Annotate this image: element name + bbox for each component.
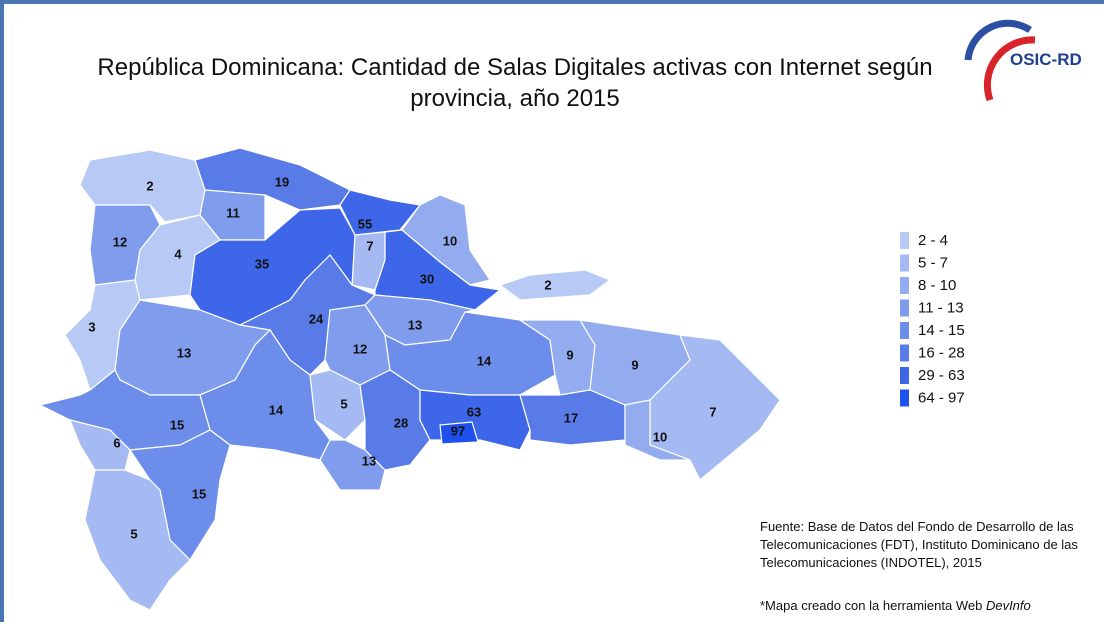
province: [649, 334, 781, 481]
province-value: 6: [113, 435, 120, 450]
province-value: 10: [443, 233, 457, 248]
legend-swatch: [900, 344, 909, 362]
province-value: 7: [366, 238, 373, 253]
note-tool: DevInfo: [985, 598, 1031, 613]
province: [384, 311, 556, 396]
province: [79, 149, 206, 223]
provinces: 2 19 11 55 12 4 7 10 35 30 2 3 24 13 13 12 14 9 9 5 14 7 15 28 6…: [38, 147, 781, 611]
province-value: 55: [358, 216, 372, 231]
province: [498, 269, 612, 301]
title: República Dominicana: Cantidad de Salas …: [97, 54, 933, 112]
province-value: 9: [566, 347, 573, 362]
legend-swatch: [900, 277, 909, 294]
logo-arc: [983, 36, 1036, 102]
province-value: 9: [631, 357, 638, 372]
province-value: 28: [394, 415, 408, 430]
province-value: 13: [408, 317, 422, 332]
legend-swatch: [900, 254, 909, 272]
province: [319, 439, 386, 491]
legend-swatch: [900, 367, 909, 384]
province-value: 13: [362, 453, 376, 468]
source: Fuente: Base de Datos del Fondo de Desar…: [760, 519, 1078, 570]
logo: OSIC-RD: [1010, 50, 1082, 69]
province-value: 11: [226, 205, 240, 220]
province-value: 17: [564, 410, 578, 425]
province-value: 2: [544, 277, 551, 292]
legend-label: 5 - 7: [918, 254, 948, 271]
province: [84, 469, 191, 611]
province-value: 63: [467, 404, 481, 419]
legend-label: 16 - 28: [918, 344, 965, 361]
legend-label: 8 - 10: [918, 277, 956, 294]
province: [624, 399, 691, 461]
legend-label: 11 - 13: [918, 299, 964, 316]
province-value: 2: [146, 178, 153, 193]
note-text: *Mapa creado con la herramienta Web: [760, 598, 983, 613]
province-value: 7: [709, 404, 716, 419]
legend-swatch: [900, 232, 909, 249]
province-value: 19: [275, 174, 289, 189]
province-value: 15: [170, 417, 184, 432]
province: [359, 369, 431, 471]
province-value: 35: [255, 256, 269, 271]
legend-label: 2 - 4: [918, 232, 948, 249]
legend-swatch: [900, 322, 909, 339]
province: [439, 421, 479, 445]
province-value: 30: [420, 271, 434, 286]
province-value: 97: [451, 423, 465, 438]
province-value: 13: [177, 345, 191, 360]
province-value: 4: [174, 246, 182, 261]
legend-swatch: [900, 299, 909, 317]
province-value: 12: [113, 234, 127, 249]
legend-label: 29 - 63: [918, 367, 965, 384]
province-value: 14: [477, 353, 492, 368]
note: *Mapa creado con la herramienta Web DevI…: [760, 598, 1031, 613]
legend-swatch: [900, 389, 909, 407]
legend: 2 - 4 5 - 7 8 - 10 11 - 13 14 - 15 16 - 28 29 …: [900, 232, 965, 407]
province-value: 15: [192, 486, 206, 501]
province-value: 12: [353, 341, 367, 356]
province-value: 24: [309, 311, 324, 326]
labels: 2 19 11 55 12 4 7 10 35 30 2 3 24 13 13 12 14 9 9 5 14 7 15 28 6…: [88, 174, 716, 541]
province-value: 14: [269, 402, 284, 417]
province-value: 3: [88, 319, 95, 334]
legend-label: 64 - 97: [918, 389, 965, 406]
province-value: 5: [340, 396, 347, 411]
province-value: 5: [130, 526, 137, 541]
legend-label: 14 - 15: [918, 322, 965, 339]
logo-arc: [964, 19, 1032, 61]
province-value: 10: [653, 429, 667, 444]
